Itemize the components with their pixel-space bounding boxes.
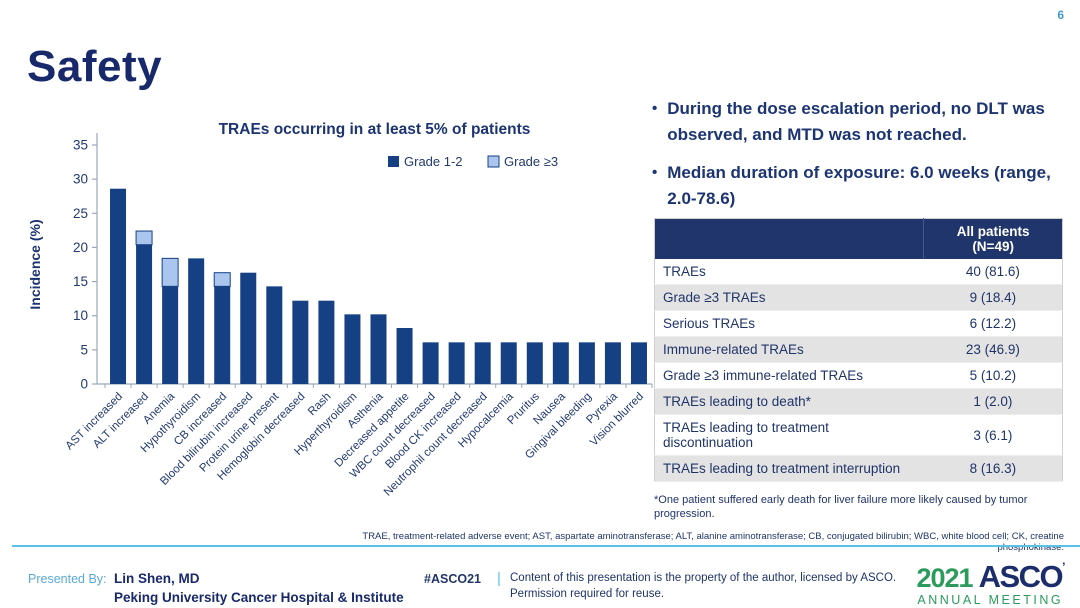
svg-text:Incidence (%): Incidence (%) <box>27 219 43 309</box>
svg-text:15: 15 <box>73 274 88 289</box>
table-header-empty <box>654 218 924 259</box>
table-row: TRAEs leading to death* 1 (2.0) <box>654 388 1063 415</box>
table-header-row: All patients (N=49) <box>654 218 1063 259</box>
table-cell-label: TRAEs leading to death* <box>654 388 924 415</box>
bullet-list: • During the dose escalation period, no … <box>652 96 1056 224</box>
svg-text:20: 20 <box>73 240 88 255</box>
bullet-text: During the dose escalation period, no DL… <box>667 99 1045 144</box>
table-cell-value: 9 (18.4) <box>923 284 1063 311</box>
svg-text:5: 5 <box>80 342 88 357</box>
summary-table-container: All patients (N=49) TRAEs 40 (81.6) Grade ≥… <box>654 218 1063 482</box>
bullet-item: • Median duration of exposure: 6.0 weeks… <box>652 160 1056 211</box>
table-row: TRAEs leading to treatment discontinuati… <box>654 414 1063 456</box>
bullet-item: • During the dose escalation period, no … <box>652 96 1056 147</box>
table-cell-label: Grade ≥3 immune-related TRAEs <box>654 362 924 389</box>
presenter-affiliation: Peking University Cancer Hospital & Inst… <box>114 589 404 605</box>
table-cell-label: TRAEs leading to treatment interruption <box>654 455 924 482</box>
asco-logo: 2021 ASCO’ ANNUAL MEETING <box>916 559 1066 607</box>
table-cell-label: TRAEs leading to treatment discontinuati… <box>654 414 924 456</box>
table-cell-value: 8 (16.3) <box>923 455 1063 482</box>
table-row: Immune-related TRAEs 23 (46.9) <box>654 336 1063 363</box>
table-cell-value: 40 (81.6) <box>923 259 1063 285</box>
slide-number: 6 <box>1057 8 1064 22</box>
table-cell-value: 23 (46.9) <box>923 336 1063 363</box>
table-cell-label: Grade ≥3 TRAEs <box>654 284 924 311</box>
license-line2: Permission required for reuse. <box>510 587 665 600</box>
table-cell-value: 6 (12.2) <box>923 310 1063 337</box>
table-row: TRAEs leading to treatment interruption 8… <box>654 455 1063 482</box>
asco-logo-meeting: ANNUAL MEETING <box>917 593 1064 607</box>
presenter-name: Lin Shen, MD <box>114 571 200 586</box>
asco-logo-org: ASCO’ <box>978 559 1066 594</box>
table-cell-label: Serious TRAEs <box>654 310 924 337</box>
table-row: Grade ≥3 TRAEs 9 (18.4) <box>654 284 1063 311</box>
bullet-text: Median duration of exposure: 6.0 weeks (… <box>667 163 1051 208</box>
footer-separator: | <box>497 570 501 587</box>
svg-text:0: 0 <box>80 377 88 392</box>
svg-text:10: 10 <box>73 308 88 323</box>
summary-table: All patients (N=49) TRAEs 40 (81.6) Grade ≥… <box>654 218 1063 482</box>
table-row: Serious TRAEs 6 (12.2) <box>654 310 1063 337</box>
presented-by-label: Presented By: <box>28 572 107 586</box>
table-footnote: *One patient suffered early death for li… <box>654 494 1028 521</box>
presenter-block: Lin Shen, MD Peking University Cancer Ho… <box>114 570 404 608</box>
table-row: Grade ≥3 immune-related TRAEs 5 (10.2) <box>654 362 1063 389</box>
table-cell-value: 3 (6.1) <box>923 414 1063 456</box>
asco-logo-trademark-icon: ’ <box>1062 560 1065 574</box>
footer-divider <box>12 545 1080 547</box>
table-cell-value: 5 (10.2) <box>923 362 1063 389</box>
table-row: TRAEs 40 (81.6) <box>654 259 1063 285</box>
asco-logo-row1: 2021 ASCO’ <box>916 559 1066 594</box>
abbreviations-line: TRAE, treatment-related adverse event; A… <box>362 531 1064 553</box>
table-cell-label: TRAEs <box>654 259 924 285</box>
svg-text:35: 35 <box>73 138 88 153</box>
trae-bar-chart: 0 5 10 15 20 25 30 35 AST increased ALT increased… <box>25 112 665 516</box>
table-cell-value: 1 (2.0) <box>923 388 1063 415</box>
license-text: Content of this presentation is the prop… <box>510 571 896 602</box>
svg-text:Grade ≥3: Grade ≥3 <box>504 154 558 169</box>
bullet-dot-icon: • <box>652 164 658 181</box>
asco-logo-year: 2021 <box>916 563 974 593</box>
license-line1: Content of this presentation is the prop… <box>510 572 897 584</box>
svg-text:Grade 1-2: Grade 1-2 <box>404 154 463 169</box>
slide-title: Safety <box>27 42 163 91</box>
table-cell-label: Immune-related TRAEs <box>654 336 924 363</box>
svg-text:25: 25 <box>73 206 88 221</box>
table-header-all-patients: All patients (N=49) <box>923 218 1063 259</box>
svg-text:30: 30 <box>73 172 88 187</box>
hashtag: #ASCO21 <box>424 572 481 586</box>
svg-text:TRAEs occurring in at least 5%: TRAEs occurring in at least 5% of patien… <box>219 121 531 138</box>
bullet-dot-icon: • <box>652 100 658 117</box>
